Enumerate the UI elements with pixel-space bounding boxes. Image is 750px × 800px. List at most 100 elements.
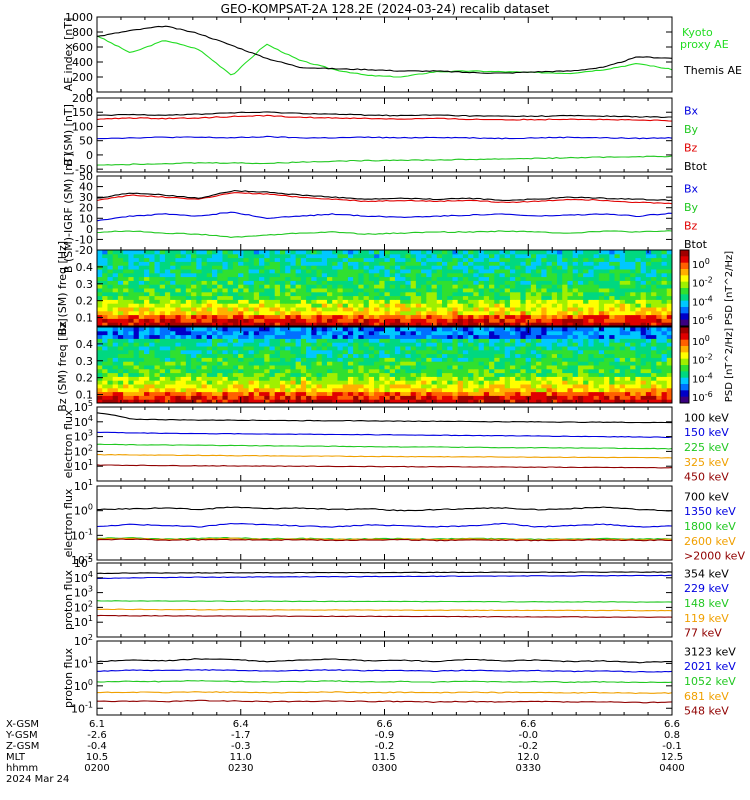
spectrogram-cell <box>567 338 574 343</box>
spectrogram-cell <box>274 288 281 293</box>
spectrogram-cell <box>494 327 500 332</box>
spectrogram-cell <box>149 338 155 343</box>
spectrogram-cell <box>306 372 312 377</box>
y-tick-label: 50 <box>79 170 93 183</box>
spectrogram-cell <box>593 346 600 351</box>
spectrogram-cell <box>222 307 229 312</box>
spectrogram-cell <box>478 372 485 377</box>
spectrogram-cell <box>285 387 291 393</box>
spectrogram-cell <box>661 291 668 297</box>
spectrogram-cell <box>394 291 401 297</box>
spectrogram-cell <box>112 384 119 389</box>
spectrogram-cell <box>645 291 652 297</box>
spectrogram-cell <box>630 346 636 351</box>
spectrogram-cell <box>468 384 474 389</box>
spectrogram-cell <box>394 276 401 281</box>
spectrogram-cell <box>227 330 234 336</box>
spectrogram-cell <box>436 342 443 347</box>
spectrogram-cell <box>546 307 553 312</box>
spectrogram-cell <box>117 261 124 266</box>
spectrogram-cell <box>624 342 631 347</box>
spectrogram-cell <box>374 291 380 297</box>
spectrogram-cell <box>321 387 328 393</box>
spectrogram-cell <box>217 349 223 355</box>
spectrogram-cell <box>504 353 511 358</box>
spectrogram-cell <box>327 395 333 400</box>
spectrogram-cell <box>180 395 187 400</box>
spectrogram-cell <box>598 253 605 259</box>
spectrogram-cell <box>504 342 511 347</box>
spectrogram-cell <box>598 280 605 285</box>
spectrogram-cell <box>321 399 328 404</box>
spectrogram-cell <box>206 368 213 374</box>
spectrogram-cell <box>175 310 182 316</box>
spectrogram-cell <box>206 250 213 255</box>
spectrogram-cell <box>640 261 647 266</box>
spectrogram-cell <box>557 387 563 393</box>
spectrogram-cell <box>353 330 359 336</box>
spectrogram-cell <box>410 353 417 358</box>
spectrogram-cell <box>311 384 318 389</box>
spectrogram-cell <box>624 349 631 355</box>
spectrogram-cell <box>410 269 417 274</box>
spectrogram-cell <box>509 269 516 274</box>
spectrogram-cell <box>279 353 286 358</box>
spectrogram-cell <box>347 307 354 312</box>
spectrogram-cell <box>478 322 485 327</box>
spectrogram-cell <box>410 253 417 259</box>
spectrogram-cell <box>614 272 621 278</box>
spectrogram-cell <box>452 269 459 274</box>
spectrogram-cell <box>232 318 239 323</box>
y-tick-label: 30 <box>79 191 93 204</box>
spectrogram-cell <box>321 342 328 347</box>
spectrogram-cell <box>468 342 474 347</box>
spectrogram-cell <box>274 314 281 319</box>
spectrogram-cell <box>374 288 380 293</box>
spectrogram-cell <box>604 399 610 404</box>
spectrogram-cell <box>640 376 647 381</box>
spectrogram-cell <box>635 314 642 319</box>
spectrogram-cell <box>374 303 380 308</box>
spectrogram-cell <box>572 276 579 281</box>
spectrogram-cell <box>609 395 615 400</box>
spectrogram-cell <box>494 310 500 316</box>
spectrogram-cell <box>515 257 521 262</box>
spectrogram-cell <box>321 299 328 304</box>
spectrogram-cell <box>353 299 359 304</box>
spectrogram-cell <box>645 330 652 336</box>
spectrogram-cell <box>447 288 453 293</box>
spectrogram-cell <box>363 368 370 374</box>
spectrogram-cell <box>274 253 281 259</box>
spectrogram-cell <box>117 265 124 270</box>
spectrogram-cell <box>572 322 579 327</box>
spectrogram-cell <box>248 334 255 339</box>
spectrogram-cell <box>170 284 176 289</box>
spectrogram-cell <box>117 346 124 351</box>
spectrogram-cell <box>316 353 323 358</box>
spectrogram-cell <box>630 353 636 358</box>
spectrogram-cell <box>144 280 150 285</box>
spectrogram-cell <box>562 399 568 404</box>
spectrogram-cell <box>604 372 610 377</box>
spectrogram-cell <box>316 342 323 347</box>
spectrogram-cell <box>499 257 506 262</box>
spectrogram-cell <box>630 330 636 336</box>
spectrogram-cell <box>123 384 129 389</box>
spectrogram-cell <box>389 272 396 278</box>
spectrogram-cell <box>619 380 626 385</box>
spectrogram-cell <box>572 346 579 351</box>
spectrogram-cell <box>473 310 480 316</box>
spectrogram-cell <box>645 376 652 381</box>
spectrogram-cell <box>154 250 161 255</box>
spectrogram-cell <box>269 349 276 355</box>
spectrogram-cell <box>436 314 443 319</box>
colorbar-tick-label: 10-6 <box>692 313 713 327</box>
spectrogram-cell <box>374 310 380 316</box>
spectrogram-cell <box>405 314 412 319</box>
spectrogram-cell <box>149 357 155 362</box>
spectrogram-cell <box>175 380 182 385</box>
spectrogram-cell <box>358 395 365 400</box>
spectrogram-cell <box>536 250 542 255</box>
spectrogram-cell <box>170 280 176 285</box>
spectrogram-cell <box>232 265 239 270</box>
